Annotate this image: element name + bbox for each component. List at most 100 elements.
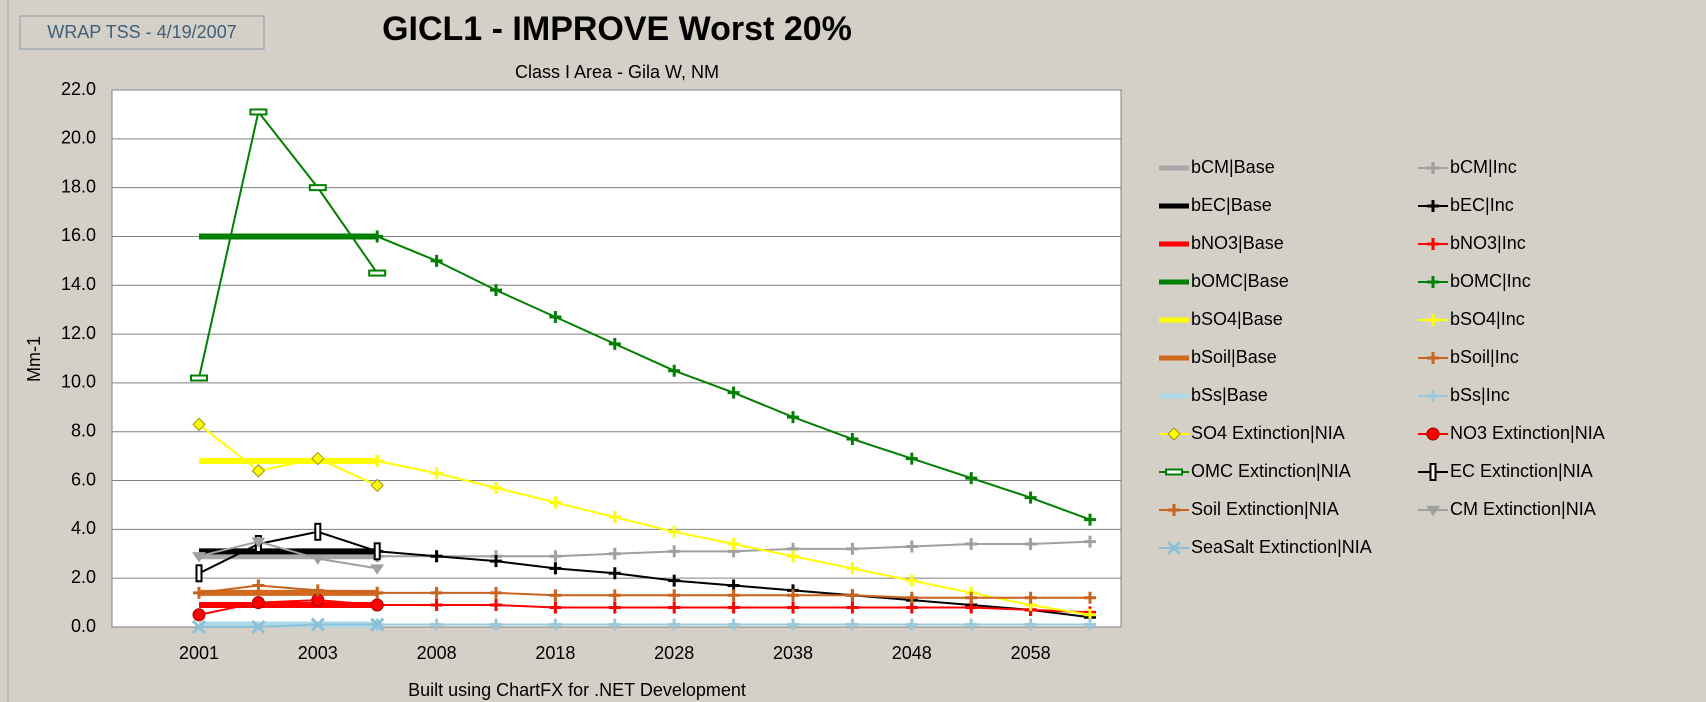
x-tick-label: 2008 [417, 643, 457, 663]
legend-entry: SeaSalt Extinction|NIA [1159, 537, 1372, 557]
marker-plus [549, 618, 562, 631]
marker-x [310, 617, 325, 632]
legend-label: SO4 Extinction|NIA [1191, 423, 1345, 443]
marker-plus [965, 618, 978, 631]
legend-entry: bSs|Inc [1418, 385, 1510, 405]
marker-plus [1084, 513, 1096, 526]
legend-label: bSoil|Inc [1450, 347, 1519, 367]
marker-plus [787, 550, 799, 563]
x-tick-label: 2038 [773, 643, 813, 663]
legend-entry: NO3 Extinction|NIA [1418, 423, 1605, 443]
x-tick-label: 2003 [298, 643, 338, 663]
x-tick-label: 2028 [654, 643, 694, 663]
marker-plus [608, 601, 621, 614]
marker-plus [608, 567, 621, 580]
marker-x [251, 619, 266, 635]
marker-diamond [192, 417, 206, 432]
legend-entry: bOMC|Inc [1418, 271, 1531, 291]
marker-plus [668, 545, 681, 558]
legend-entry: bCM|Inc [1418, 157, 1517, 177]
marker-plus [1427, 390, 1439, 402]
marker-plus [311, 584, 324, 597]
marker-plus [1427, 314, 1439, 326]
legend-label: bCM|Base [1191, 157, 1275, 177]
marker-plus [846, 433, 859, 446]
series [371, 230, 1096, 526]
marker-circle [1426, 427, 1440, 441]
marker-plus [905, 591, 918, 604]
legend-entry: bOMC|Base [1159, 271, 1289, 291]
legend-entry: CM Extinction|NIA [1418, 499, 1596, 519]
series-line [198, 584, 378, 594]
legend-label: bSO4|Inc [1450, 309, 1525, 329]
x-tick-label: 2001 [179, 643, 219, 663]
marker-plus [1024, 538, 1037, 551]
marker-plus [668, 601, 681, 614]
marker-plus [905, 574, 918, 587]
series-line [199, 623, 378, 628]
legend-label: bSs|Base [1191, 385, 1268, 405]
marker-plus [846, 542, 859, 555]
legend-label: bOMC|Inc [1450, 271, 1531, 291]
x-tick-label: 2048 [892, 643, 932, 663]
marker-plus [490, 284, 502, 297]
marker-plus [668, 589, 681, 602]
marker-plus [608, 511, 621, 524]
marker-plus [727, 601, 740, 614]
marker-plus [371, 455, 384, 468]
marker-plus [371, 230, 384, 243]
marker-diamond [370, 478, 384, 493]
marker-x [1166, 540, 1182, 556]
x-tick-label: 2018 [535, 643, 575, 663]
marker-plus [668, 364, 681, 377]
series [192, 537, 385, 575]
marker-plus [846, 589, 859, 602]
marker-plus [1084, 591, 1096, 604]
marker-plus [193, 586, 205, 599]
legend-label: NO3 Extinction|NIA [1450, 423, 1605, 443]
marker-triangle [370, 564, 385, 575]
legend-label: Soil Extinction|NIA [1191, 499, 1339, 519]
series-line [198, 109, 379, 379]
marker-plus [1024, 591, 1037, 604]
marker-plus [549, 589, 562, 602]
marker-diamond [251, 464, 266, 478]
legend-label: SeaSalt Extinction|NIA [1191, 537, 1372, 557]
marker-bar [314, 522, 322, 541]
marker-plus [549, 601, 562, 614]
marker-plus [668, 618, 681, 631]
marker-plus [549, 562, 562, 575]
marker-plus [490, 586, 502, 599]
marker-plus [787, 618, 799, 631]
marker-plus [252, 579, 265, 592]
marker-dash [368, 269, 387, 277]
y-tick-label: 10.0 [61, 372, 96, 392]
marker-plus [430, 599, 443, 612]
series-line [198, 540, 378, 570]
series-line [198, 530, 378, 575]
legend-entry: OMC Extinction|NIA [1159, 461, 1351, 481]
marker-plus [430, 550, 443, 563]
legend-label: bCM|Inc [1450, 157, 1517, 177]
series [192, 417, 384, 493]
marker-plus [905, 618, 918, 631]
series [371, 455, 1096, 621]
y-tick-label: 12.0 [61, 323, 96, 343]
legend-entry: bSs|Base [1159, 385, 1268, 405]
marker-plus [490, 618, 502, 631]
series [190, 108, 387, 382]
legend-label: bEC|Inc [1450, 195, 1514, 215]
marker-plus [1427, 162, 1439, 174]
marker-plus [1427, 238, 1439, 250]
legend-label: OMC Extinction|NIA [1191, 461, 1351, 481]
y-tick-label: 0.0 [71, 616, 96, 636]
legend-entry: bEC|Inc [1418, 195, 1514, 215]
legend-label: bSO4|Base [1191, 309, 1283, 329]
marker-plus [846, 601, 859, 614]
marker-triangle [1426, 505, 1440, 517]
marker-plus [727, 589, 740, 602]
marker-plus [787, 411, 799, 424]
legend-entry: bSO4|Inc [1418, 309, 1525, 329]
marker-plus [1427, 276, 1439, 288]
